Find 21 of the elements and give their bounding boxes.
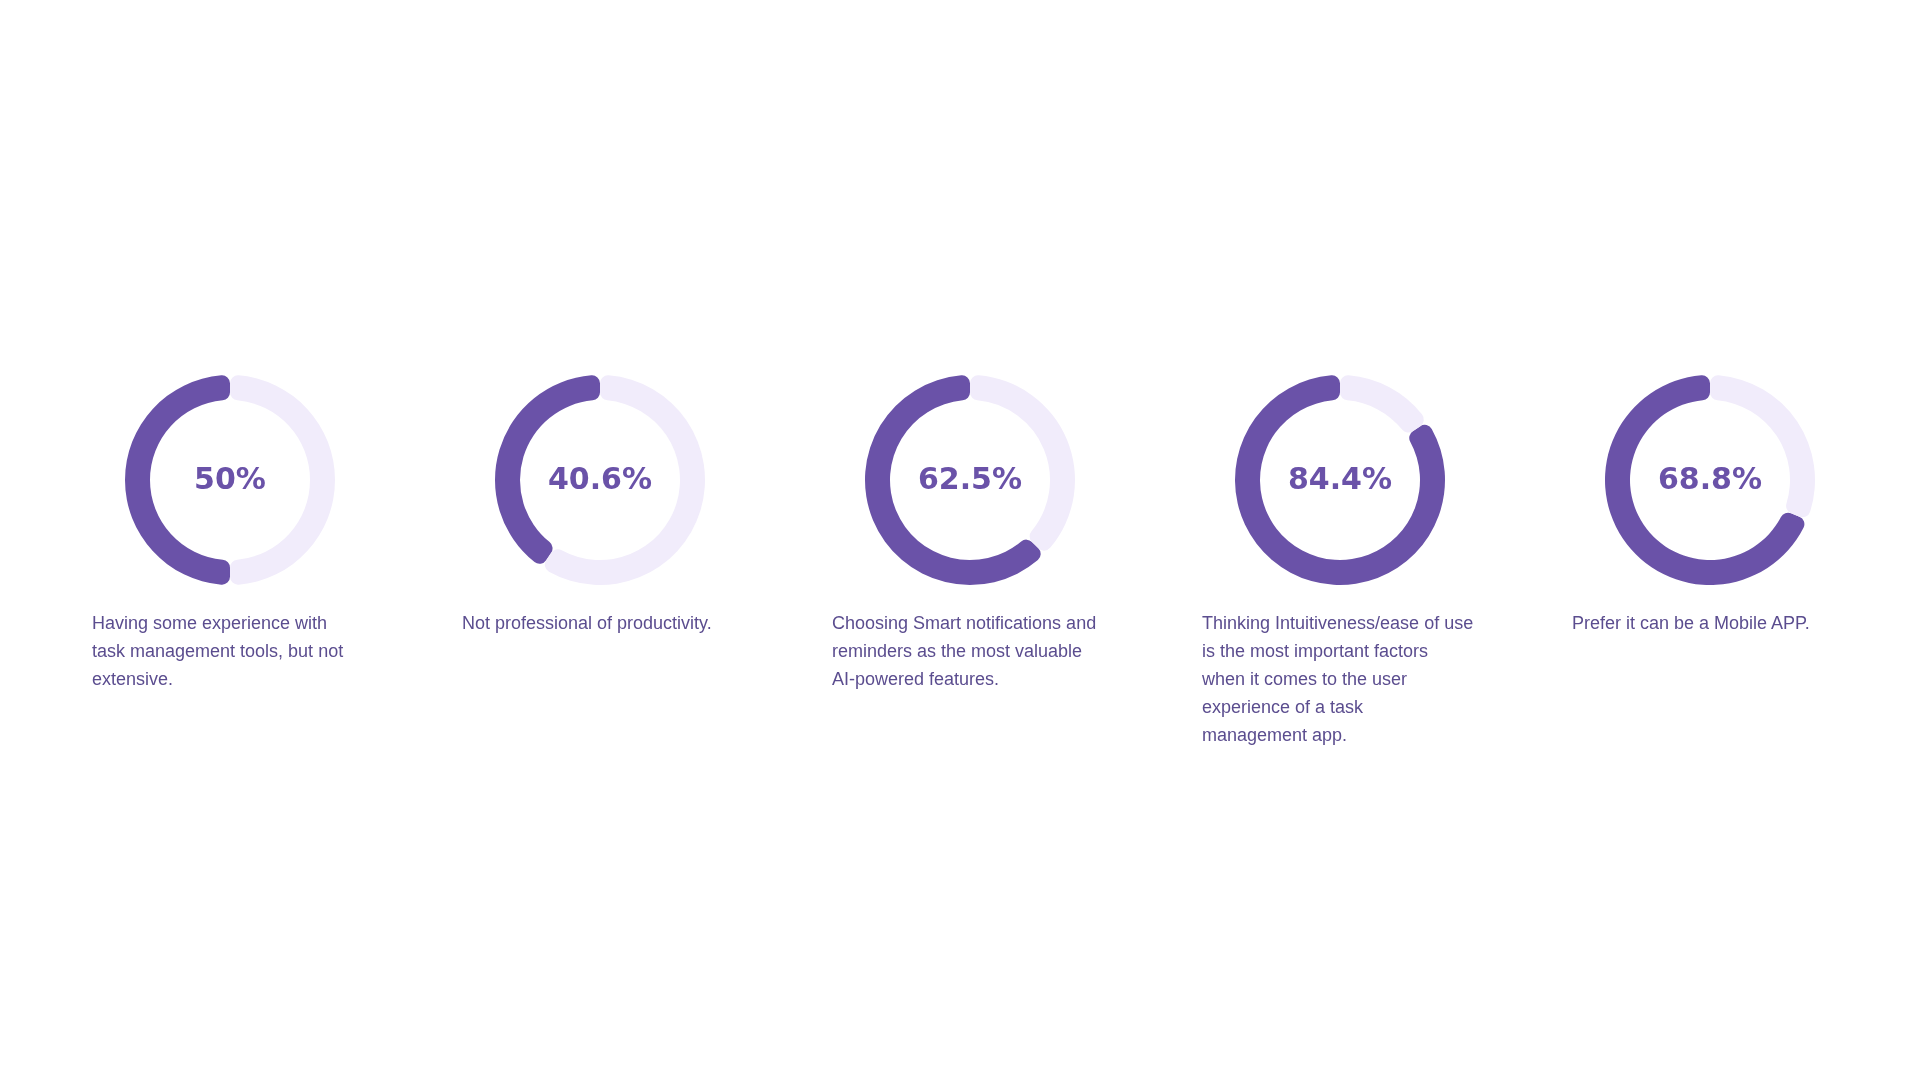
donut-slice [1605,375,1805,585]
text: when it comes to the user [1201,669,1408,689]
donut-slice [1340,375,1424,433]
text: Thinking Intuitiveness/ease of use [1202,613,1474,633]
text: AI-powered features. [832,669,1000,689]
text: Prefer it can be a Mobile APP. [1572,613,1810,633]
text: extensive. [92,669,174,689]
text: Not professional of productivity. [462,613,712,633]
text: experience of a task [1202,697,1365,717]
text: Choosing Smart notifications and [832,613,1097,633]
text: Having some experience with [92,613,328,633]
text: is the most important factors [1202,641,1429,661]
data-label: 68.8% [1657,461,1763,496]
text: task management tools, but not [92,641,344,661]
text: reminders as the most valuable [832,641,1083,661]
donut-slice [1235,375,1445,585]
data-label: 40.6% [547,461,653,496]
data-label: 50% [194,461,266,496]
data-label: 62.5% [917,461,1023,496]
data-label: 84.4% [1287,461,1393,496]
text: management app. [1202,725,1348,745]
